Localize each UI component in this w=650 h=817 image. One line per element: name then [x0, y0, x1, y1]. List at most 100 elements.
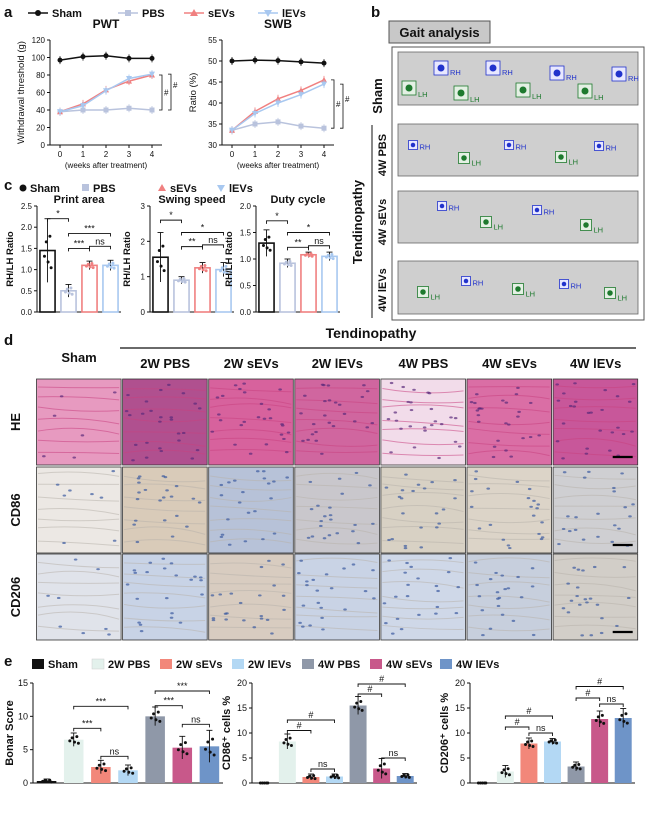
sig-marker: # — [336, 100, 341, 109]
gait-analysis-panel: Gait analysis Sham Tendinopathy 4W PBS 4… — [350, 20, 645, 321]
histo-column-header: 4W lEVs — [570, 356, 621, 371]
chart-cd206: 0 5 10 15 20 CD206⁺ cells % # # ns # # ns — [439, 677, 635, 788]
sig-marker: ns — [536, 723, 546, 733]
legend-e-label: 4W PBS — [318, 659, 360, 671]
data-point — [407, 775, 411, 779]
legend-a: Sham PBS sEVs lEVs — [28, 8, 306, 20]
data-point — [553, 738, 557, 742]
data-point — [127, 770, 131, 774]
y-tick-label: 5 — [23, 745, 28, 755]
y-tick-label: 1.5 — [21, 244, 33, 253]
chart-cd86: 0 5 10 15 20 CD86⁺ cells % # # ns # # ns — [221, 674, 417, 788]
legend-e-item: Sham — [32, 659, 78, 671]
data-point — [122, 769, 126, 773]
y-tick-label: 20 — [36, 124, 45, 133]
data-point — [229, 58, 235, 64]
data-point — [159, 264, 163, 268]
gait-row-label-4wlevs: 4W lEVs — [377, 268, 389, 311]
data-point — [333, 775, 337, 779]
sig-marker: ns — [389, 748, 399, 758]
data-point — [126, 55, 132, 61]
data-point — [103, 88, 109, 94]
legend-e-item: 4W lEVs — [440, 659, 499, 671]
data-point — [321, 81, 327, 88]
data-point — [41, 779, 45, 783]
legend-swatch — [370, 659, 382, 669]
rh-footprint: RH — [611, 66, 639, 83]
data-point — [201, 268, 205, 272]
histo-image-he-4w-pbs — [380, 378, 466, 466]
legend-e-label: 4W lEVs — [456, 659, 499, 671]
bar — [81, 264, 98, 313]
data-point — [42, 254, 46, 258]
data-point — [49, 780, 53, 784]
sig-marker: * — [307, 223, 311, 233]
chart-title: SWB — [264, 17, 292, 31]
data-point — [622, 719, 626, 723]
chart-title: Swing speed — [158, 194, 225, 206]
rh-label: RH — [473, 279, 484, 288]
rh-footprint: RH — [549, 65, 577, 82]
rh-label: RH — [516, 143, 527, 152]
sig-bracket — [599, 703, 624, 707]
y-tick-label: 0 — [23, 778, 28, 788]
y-tick-label: 2 — [141, 237, 146, 246]
sig-marker: * — [275, 211, 279, 221]
bar-sham — [258, 229, 275, 313]
y-tick-label: 1.0 — [240, 255, 252, 264]
legend-a-pbs-label: PBS — [142, 8, 165, 20]
data-point — [178, 277, 182, 281]
data-point — [70, 292, 74, 296]
data-point — [183, 280, 187, 284]
data-point — [266, 781, 270, 785]
data-point — [91, 266, 95, 270]
data-point — [72, 740, 76, 744]
data-point — [224, 264, 228, 268]
data-point — [69, 286, 73, 290]
data-point — [149, 71, 155, 78]
data-point — [100, 767, 104, 771]
sig-bracket — [575, 686, 624, 690]
gait-title-box — [388, 20, 491, 44]
data-point — [286, 742, 290, 746]
y-tick-label: 2.5 — [21, 202, 33, 211]
y-tick-label: 15 — [237, 703, 247, 713]
y-tick-label: 15 — [18, 678, 28, 688]
data-point — [406, 773, 410, 777]
sig-marker: ** — [294, 237, 302, 247]
lh-label: LH — [472, 159, 482, 168]
data-point — [182, 277, 186, 281]
lh-footprint: LH — [401, 80, 428, 99]
y-tick-label: 0 — [460, 778, 465, 788]
sig-bracket — [159, 74, 163, 111]
rh-label: RH — [449, 204, 460, 213]
data-point — [157, 249, 161, 253]
y-tick-label: 50 — [208, 57, 217, 66]
bar-pbs — [173, 276, 190, 313]
sig-bracket — [528, 732, 553, 736]
rh-footprint: RH — [559, 279, 581, 291]
y-axis-label: RH/LH Ratio — [224, 231, 235, 287]
bar — [172, 747, 193, 783]
bar — [63, 739, 84, 783]
legend-e-item: 2W lEVs — [232, 659, 291, 671]
bar — [194, 267, 211, 313]
x-tick-label: 3 — [299, 150, 304, 159]
sig-bracket — [47, 218, 69, 222]
data-point — [180, 279, 184, 283]
legend-c-levs-label: lEVs — [229, 183, 253, 195]
bar — [396, 776, 414, 783]
data-point — [575, 766, 579, 770]
data-point — [618, 718, 622, 722]
data-point — [404, 775, 408, 779]
rh-label: RH — [606, 144, 617, 153]
histo-column-header: Sham — [61, 350, 96, 365]
bar — [321, 255, 338, 313]
chart-title: Duty cycle — [270, 194, 325, 206]
data-point — [313, 777, 317, 781]
data-point — [507, 773, 511, 777]
data-point — [600, 713, 604, 717]
